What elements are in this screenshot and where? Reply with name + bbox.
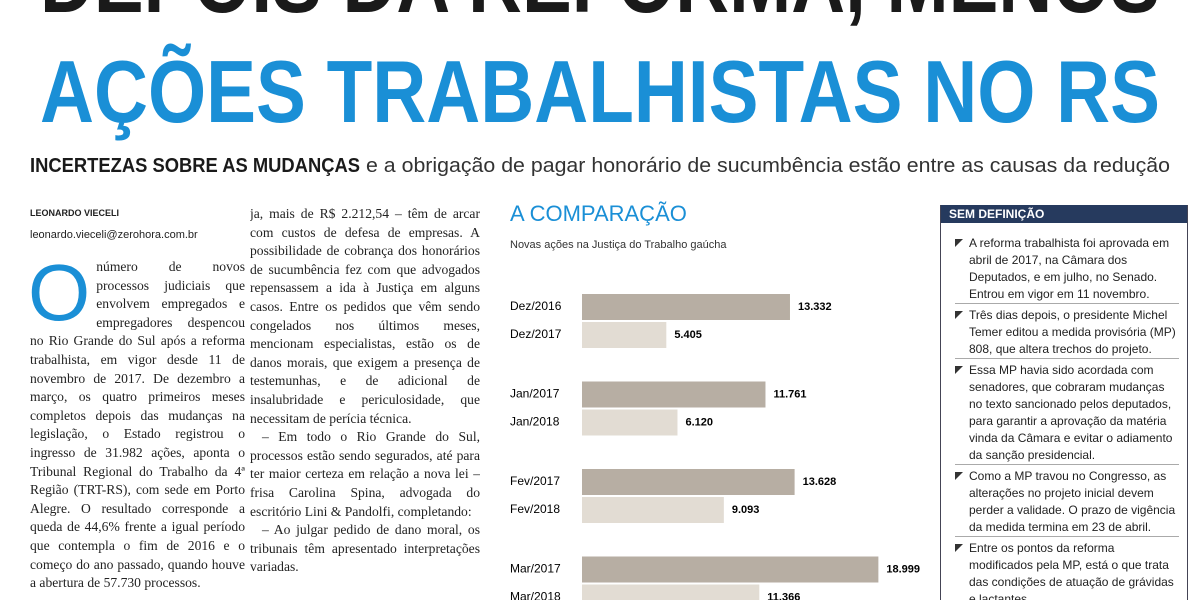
subtitle: e a obrigação de pagar honorário de sucu… [366, 155, 1170, 177]
sidebar-item: A reforma trabalhista foi aprovada em ab… [955, 235, 1179, 304]
value-label: 18.999 [886, 563, 920, 575]
category-label: Dez/2016 [510, 299, 562, 313]
value-label: 5.405 [674, 329, 702, 341]
value-label: 13.332 [798, 301, 832, 313]
bar [582, 584, 760, 600]
paragraph: número de novos processos judiciais que … [30, 259, 245, 591]
column-2: ja, mais de R$ 2.212,54 – têm de arcar c… [250, 205, 480, 600]
chart: A COMPARAÇÃO Novas ações na Justiça do T… [510, 201, 920, 600]
sidebar-item: Entre os pontos da reforma modificados p… [955, 540, 1179, 600]
sidebar-item: Três dias depois, o presidente Michel Te… [955, 307, 1179, 359]
value-label: 11.366 [767, 591, 800, 600]
value-label: 9.093 [732, 504, 760, 516]
value-label: 13.628 [803, 476, 837, 488]
value-label: 11.761 [773, 388, 806, 400]
category-label: Fev/2017 [510, 474, 560, 488]
chart-subtitle: Novas ações na Justiça do Trabalho gaúch… [510, 239, 727, 251]
category-label: Mar/2017 [510, 562, 561, 576]
sidebar-item: Essa MP havia sido acordada com senadore… [955, 362, 1179, 465]
bar [582, 556, 879, 583]
category-label: Mar/2018 [510, 590, 561, 600]
bar [582, 381, 766, 408]
kicker: DEPOIS DA REFORMA, MENOS [40, 0, 1160, 31]
bar [582, 497, 724, 523]
paragraph: – Ao julgar pedido de dano moral, os tri… [250, 522, 480, 575]
chart-title: A COMPARAÇÃO [510, 201, 687, 226]
sidebar-title: SEM DEFINIÇÃO [941, 205, 1187, 223]
headline: AÇÕES TRABALHISTAS NO RS [40, 42, 1160, 141]
bar [582, 409, 678, 436]
paragraph: – Em todo o Rio Grande do Sul, processos… [250, 429, 480, 519]
sidebar-item: Como a MP travou no Congresso, as altera… [955, 468, 1179, 537]
category-label: Jan/2017 [510, 387, 560, 401]
bar [582, 294, 790, 320]
category-label: Fev/2018 [510, 502, 560, 516]
category-label: Jan/2018 [510, 415, 560, 429]
bar [582, 469, 795, 495]
sidebar: SEM DEFINIÇÃO A reforma trabalhista foi … [940, 205, 1188, 600]
author: LEONARDO VIECELI [30, 208, 120, 218]
header: DEPOIS DA REFORMA, MENOS AÇÕES TRABALHIS… [30, 0, 1170, 177]
sidebar-list: A reforma trabalhista foi aprovada em ab… [941, 235, 1187, 600]
subtitle-lead: INCERTEZAS SOBRE AS MUDANÇAS [30, 155, 360, 177]
bar [582, 322, 667, 348]
paragraph: ja, mais de R$ 2.212,54 – têm de arcar c… [250, 206, 480, 426]
value-label: 6.120 [685, 416, 713, 428]
category-label: Dez/2017 [510, 327, 562, 341]
email: leonardo.vieceli@zerohora.com.br [30, 229, 198, 241]
column-1: O número de novos processos judiciais qu… [30, 258, 245, 600]
drop-cap: O [30, 258, 91, 337]
